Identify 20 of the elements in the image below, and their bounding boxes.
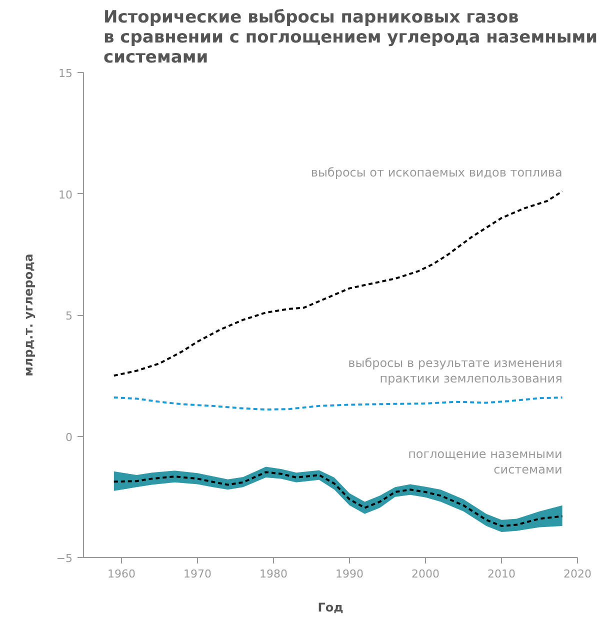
y-tick-label: 0: [66, 430, 72, 444]
x-tick-label: 2000: [412, 568, 440, 580]
line-series: [112, 190, 564, 377]
x-tick-label: 1960: [108, 568, 136, 580]
x-axis-title: Год: [318, 600, 344, 614]
y-tick-label: 15: [58, 67, 73, 80]
line-series: [112, 396, 564, 411]
x-tick-label: 2010: [488, 568, 516, 580]
x-tick-label: 1970: [184, 568, 212, 580]
series-label: выбросы в результате изменения практики землепользования: [348, 356, 562, 386]
x-tick-label: 1980: [260, 568, 288, 580]
y-tick-label: −5: [56, 552, 73, 565]
y-tick-label: 5: [66, 310, 72, 322]
y-tick-label: 10: [58, 188, 73, 202]
series-label: поглощение наземными системами: [408, 446, 562, 476]
chart-title: Исторические выбросы парниковых газов в сравнении с поглощением углерода наземными системами: [104, 8, 598, 68]
x-tick-label: 2020: [564, 568, 592, 580]
y-axis-title: млрд.т. углерода: [21, 254, 36, 376]
x-tick-label: 1990: [336, 568, 364, 580]
series-label: выбросы от ископаемых видов топлива: [310, 165, 562, 180]
